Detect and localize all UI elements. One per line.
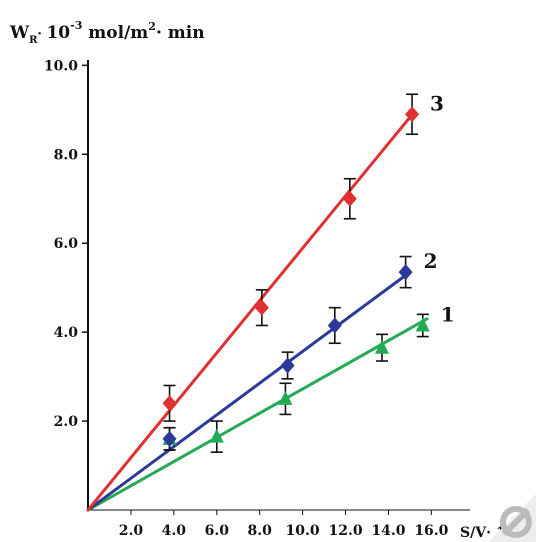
fit-lines bbox=[86, 110, 429, 512]
x-tick-label: 14.0 bbox=[371, 523, 405, 539]
watermark-icon bbox=[488, 494, 536, 542]
series-label-1: 1 bbox=[441, 302, 455, 326]
y-tick-label: 8.0 bbox=[54, 147, 79, 163]
y-axis-title-unit: mol/m bbox=[82, 23, 148, 43]
data-point-series-3 bbox=[342, 190, 357, 207]
data-point-series-3 bbox=[405, 106, 420, 123]
y-tick-label: 2.0 bbox=[54, 414, 79, 430]
data-point-series-2 bbox=[327, 317, 342, 334]
data-point-series-2 bbox=[162, 430, 177, 447]
y-tick-label: 6.0 bbox=[54, 236, 79, 252]
data-point-series-1 bbox=[278, 390, 293, 405]
series-label-3: 3 bbox=[430, 91, 444, 115]
data-point-series-2 bbox=[398, 264, 413, 281]
y-ticks: 2.0 4.0 6.0 8.0 10.0 bbox=[44, 58, 88, 430]
x-tick-label: 4.0 bbox=[162, 523, 187, 539]
fit-line-series-1 bbox=[86, 317, 429, 512]
data-point-series-2 bbox=[280, 357, 295, 374]
y-tick-label: 4.0 bbox=[54, 325, 79, 341]
x-tick-label: 6.0 bbox=[205, 523, 230, 539]
y-axis-title: WR· 10-3 mol/m2· min bbox=[9, 19, 205, 46]
x-tick-label: 2.0 bbox=[119, 523, 144, 539]
data-point-series-1 bbox=[375, 339, 390, 354]
y-axis-title-pow: 10 bbox=[46, 23, 70, 43]
data-markers bbox=[162, 106, 430, 447]
x-tick-label: 10.0 bbox=[286, 523, 320, 539]
x-tick-label: 8.0 bbox=[248, 523, 273, 539]
data-point-series-1 bbox=[209, 428, 224, 443]
data-point-series-3 bbox=[254, 299, 269, 316]
data-point-series-3 bbox=[162, 395, 177, 412]
fit-line-series-3 bbox=[86, 110, 416, 512]
fit-line-series-2 bbox=[86, 270, 412, 512]
error-bars bbox=[163, 93, 429, 453]
y-tick-label: 10.0 bbox=[44, 58, 78, 74]
x-tick-label: 16.0 bbox=[414, 523, 448, 539]
y-axis-title-exp: -3 bbox=[70, 19, 82, 32]
data-point-series-1 bbox=[415, 317, 430, 332]
y-axis-title-sep: · bbox=[37, 27, 46, 42]
y-axis-title-base: W bbox=[9, 23, 30, 43]
series-label-2: 2 bbox=[424, 249, 438, 273]
y-axis-title-tail: · min bbox=[156, 23, 205, 43]
x-tick-label: 12.0 bbox=[328, 523, 362, 539]
y-axis-title-unit-sup: 2 bbox=[148, 20, 156, 33]
x-ticks: 2.0 4.0 6.0 8.0 10.0 12.0 14.0 16.0 bbox=[119, 510, 449, 539]
y-axis-title-sub: R bbox=[29, 35, 38, 46]
series-labels: 1 2 3 bbox=[424, 91, 455, 326]
